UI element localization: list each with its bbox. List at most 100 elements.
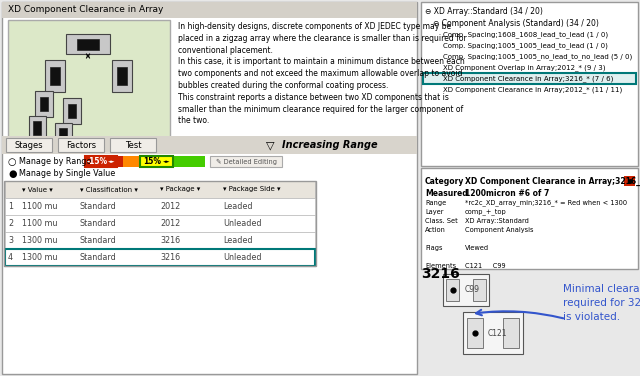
Text: Comp. Spacing;1005_1005_lead_to_lead (1 / 0): Comp. Spacing;1005_1005_lead_to_lead (1 … — [443, 42, 608, 49]
Text: 1200micron #6 of 7: 1200micron #6 of 7 — [465, 188, 549, 197]
FancyBboxPatch shape — [68, 104, 76, 118]
FancyBboxPatch shape — [33, 121, 41, 135]
Text: XD Array::Standard: XD Array::Standard — [465, 218, 529, 224]
Text: Test: Test — [125, 141, 141, 150]
FancyBboxPatch shape — [6, 138, 52, 152]
FancyBboxPatch shape — [140, 156, 173, 167]
FancyBboxPatch shape — [2, 136, 417, 154]
Text: Standard: Standard — [80, 236, 116, 245]
FancyBboxPatch shape — [210, 156, 282, 167]
Text: comp_+_top: comp_+_top — [465, 209, 507, 215]
FancyBboxPatch shape — [5, 232, 315, 249]
Text: Comp. Spacing;1608_1608_lead_to_lead (1 / 0): Comp. Spacing;1608_1608_lead_to_lead (1 … — [443, 32, 608, 38]
Text: XD Component Clearance in Array;2012_* (11 / 11): XD Component Clearance in Array;2012_* (… — [443, 86, 622, 93]
FancyBboxPatch shape — [463, 312, 523, 354]
Text: Component Analysis: Component Analysis — [465, 227, 534, 233]
Text: -15%: -15% — [86, 157, 108, 166]
Text: Unleaded: Unleaded — [223, 253, 262, 262]
Text: Class. Set: Class. Set — [425, 218, 458, 224]
Text: Elements: Elements — [425, 263, 456, 269]
FancyBboxPatch shape — [66, 34, 110, 54]
Text: 1100 mu: 1100 mu — [22, 202, 58, 211]
Text: 1: 1 — [8, 202, 13, 211]
Text: Minimal clearance
required for 3216
is violated.: Minimal clearance required for 3216 is v… — [563, 284, 640, 322]
FancyBboxPatch shape — [5, 181, 315, 198]
Text: Flags: Flags — [425, 245, 442, 251]
FancyBboxPatch shape — [467, 318, 483, 348]
Text: ▾ Package ▾: ▾ Package ▾ — [160, 186, 200, 193]
FancyBboxPatch shape — [40, 97, 49, 111]
FancyBboxPatch shape — [63, 98, 81, 124]
Text: Standard: Standard — [80, 253, 116, 262]
Text: ⊖ XD Array::Standard (34 / 20): ⊖ XD Array::Standard (34 / 20) — [425, 8, 543, 17]
FancyBboxPatch shape — [58, 138, 104, 152]
Text: *rc2c_XD_array_min;3216_* = Red when < 1300: *rc2c_XD_array_min;3216_* = Red when < 1… — [465, 200, 627, 206]
FancyBboxPatch shape — [5, 198, 315, 215]
FancyBboxPatch shape — [421, 168, 638, 269]
Text: Range: Range — [425, 200, 446, 206]
Text: Leaded: Leaded — [223, 236, 253, 245]
FancyBboxPatch shape — [2, 2, 417, 18]
Text: Increasing Range: Increasing Range — [282, 140, 378, 150]
FancyBboxPatch shape — [503, 318, 519, 348]
FancyBboxPatch shape — [5, 215, 315, 232]
FancyBboxPatch shape — [29, 116, 45, 140]
Text: C121     C99: C121 C99 — [465, 263, 506, 269]
Text: 1300 mu: 1300 mu — [22, 236, 58, 245]
FancyBboxPatch shape — [421, 2, 638, 166]
Text: In high-density designs, discrete components of XD JEDEC type may be
placed in a: In high-density designs, discrete compon… — [178, 22, 467, 126]
FancyBboxPatch shape — [110, 138, 156, 152]
Text: Measured: Measured — [425, 188, 468, 197]
Text: ⊖ Component Analysis (Standard) (34 / 20): ⊖ Component Analysis (Standard) (34 / 20… — [433, 20, 599, 29]
Text: Standard: Standard — [80, 202, 116, 211]
FancyBboxPatch shape — [35, 91, 53, 117]
FancyBboxPatch shape — [2, 2, 417, 374]
Text: Viewed: Viewed — [465, 245, 489, 251]
FancyBboxPatch shape — [124, 156, 141, 167]
Text: Comp. Spacing;1005_1005_no_lead_to_no_lead (5 / 0): Comp. Spacing;1005_1005_no_lead_to_no_le… — [443, 54, 632, 61]
FancyBboxPatch shape — [5, 249, 315, 266]
Text: Manage by Single Value: Manage by Single Value — [19, 170, 115, 179]
Text: 1300 mu: 1300 mu — [22, 253, 58, 262]
FancyBboxPatch shape — [117, 67, 127, 85]
Text: 2012: 2012 — [160, 219, 180, 228]
Text: 3216: 3216 — [160, 253, 180, 262]
Text: C99: C99 — [465, 285, 480, 294]
FancyBboxPatch shape — [77, 38, 99, 50]
FancyBboxPatch shape — [624, 176, 635, 186]
Text: XD Component Clearance in Array;3216_* (7 / 6): XD Component Clearance in Array;3216_* (… — [443, 76, 613, 82]
Text: ◄►: ◄► — [108, 159, 116, 164]
FancyBboxPatch shape — [85, 156, 124, 167]
FancyBboxPatch shape — [443, 274, 489, 306]
Text: 15%: 15% — [143, 157, 161, 166]
Text: Action: Action — [425, 227, 446, 233]
FancyBboxPatch shape — [446, 279, 459, 301]
FancyBboxPatch shape — [112, 60, 132, 92]
Text: Standard: Standard — [80, 219, 116, 228]
FancyBboxPatch shape — [50, 67, 60, 85]
Text: XD Component Clearance in Array;3216_*: XD Component Clearance in Array;3216_* — [465, 176, 640, 186]
FancyBboxPatch shape — [141, 156, 157, 167]
Text: ●: ● — [8, 169, 17, 179]
Text: 3216: 3216 — [160, 236, 180, 245]
FancyBboxPatch shape — [8, 20, 170, 148]
FancyBboxPatch shape — [423, 73, 636, 84]
Text: ▽: ▽ — [266, 140, 275, 150]
FancyBboxPatch shape — [473, 279, 486, 301]
FancyBboxPatch shape — [157, 156, 205, 167]
Text: 1100 mu: 1100 mu — [22, 219, 58, 228]
FancyBboxPatch shape — [59, 128, 67, 142]
Text: C121: C121 — [488, 329, 508, 338]
Text: 3: 3 — [8, 236, 13, 245]
Text: Layer: Layer — [425, 209, 444, 215]
FancyBboxPatch shape — [54, 123, 72, 147]
Text: ▾ Value ▾: ▾ Value ▾ — [22, 186, 52, 193]
Text: 2: 2 — [8, 219, 13, 228]
Text: 4: 4 — [8, 253, 13, 262]
Text: 3216: 3216 — [421, 267, 460, 281]
Text: ▾ Classification ▾: ▾ Classification ▾ — [80, 186, 138, 193]
Text: 2012: 2012 — [160, 202, 180, 211]
Text: Factors: Factors — [66, 141, 96, 150]
FancyBboxPatch shape — [45, 60, 65, 92]
Text: Leaded: Leaded — [223, 202, 253, 211]
